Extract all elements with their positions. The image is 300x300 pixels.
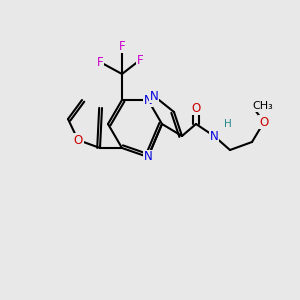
Text: O: O (260, 116, 268, 128)
Text: F: F (97, 56, 103, 68)
Text: N: N (144, 94, 152, 106)
Text: CH₃: CH₃ (252, 101, 273, 111)
Text: N: N (210, 130, 218, 142)
Text: N: N (150, 89, 158, 103)
Text: O: O (191, 101, 201, 115)
Text: F: F (137, 53, 143, 67)
Text: F: F (119, 40, 125, 52)
Text: O: O (74, 134, 82, 146)
Text: N: N (144, 151, 152, 164)
Text: H: H (224, 119, 232, 129)
